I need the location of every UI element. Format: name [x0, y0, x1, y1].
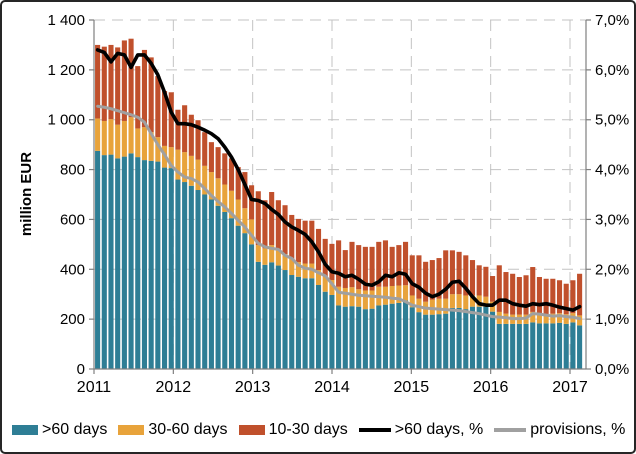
line-series-provisions- [96, 104, 582, 321]
line-series--60-days- [95, 48, 582, 312]
legend-label: >60 days [42, 421, 108, 438]
left-axis-tick-label: 600 [60, 211, 85, 228]
right-axis-tick-label: 7,0% [595, 12, 629, 29]
left-axis-tick-label: 200 [60, 311, 85, 328]
left-axis-tick-label: 1 400 [47, 12, 85, 29]
left-axis-tick-label: 800 [60, 162, 85, 179]
y-axis-title: million EUR [18, 151, 35, 237]
gt60-days-pct-line-icon [358, 428, 391, 432]
legend-label: 10-30 days [268, 421, 348, 438]
x-axis-tick-label: 2014 [314, 379, 350, 396]
bar-series--60-days [95, 150, 583, 370]
left-axis-tick-label: 0 [77, 361, 85, 378]
10-30-days-swatch-icon [238, 425, 265, 435]
combo-chart: 0 200 400 600 800 1 000 1 200 1 400 0,0% 1,0% 2,0%… [47, 12, 629, 396]
legend-label: provisions, % [530, 421, 626, 438]
legend-item-gt60-days-pct: >60 days, % [358, 421, 484, 439]
30-60-days-swatch-icon [118, 425, 145, 435]
x-axis-tick-label: 2015 [394, 379, 430, 396]
left-axis-tick-label: 400 [60, 261, 85, 278]
right-axis-tick-label: 6,0% [595, 62, 629, 79]
legend-item-30-60-days: 30-60 days [118, 421, 228, 439]
right-axis-tick-label: 3,0% [595, 211, 629, 228]
legend-item-10-30-days: 10-30 days [238, 421, 348, 439]
right-axis-tick-label: 2,0% [595, 261, 629, 278]
provisions-pct-line-icon [494, 428, 527, 432]
legend-item-provisions-pct: provisions, % [494, 421, 625, 439]
legend-label: 30-60 days [148, 421, 228, 438]
bar-series-10-30-days [95, 38, 583, 316]
bar-series-30-60-days [95, 117, 583, 326]
legend-label: >60 days, % [394, 421, 484, 438]
right-axis-tick-label: 4,0% [595, 162, 629, 179]
axis-labels: 0 200 400 600 800 1 000 1 200 1 400 0,0% 1,0% 2,0%… [47, 12, 629, 396]
left-axis-tick-label: 1 200 [47, 62, 85, 79]
right-axis-tick-label: 0,0% [595, 361, 629, 378]
axes [89, 19, 591, 374]
gt60-days-swatch-icon [12, 425, 38, 435]
x-axis-tick-label: 2012 [156, 379, 192, 396]
x-axis-tick-label: 2011 [77, 379, 112, 396]
legend-item-gt60-days: >60 days [12, 421, 107, 439]
x-axis-tick-label: 2016 [473, 379, 509, 396]
left-axis-tick-label: 1 000 [47, 112, 85, 129]
right-axis-tick-label: 5,0% [595, 112, 629, 129]
stacked-bars [95, 38, 583, 370]
x-axis-tick-label: 2013 [235, 379, 271, 396]
right-axis-tick-label: 1,0% [595, 311, 629, 328]
legend: >60 days 30-60 days 10-30 days >60 days,… [12, 418, 634, 442]
x-axis-tick-label: 2017 [552, 379, 588, 396]
